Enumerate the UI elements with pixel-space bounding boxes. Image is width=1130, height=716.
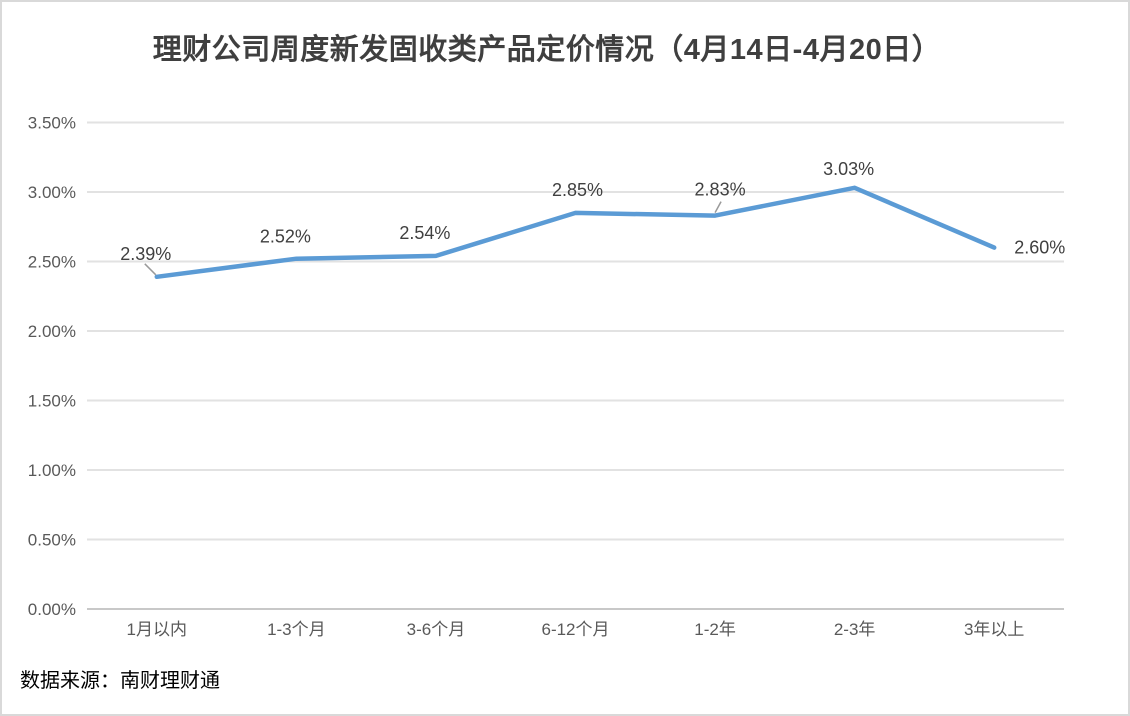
data-point-label: 2.52%	[260, 227, 311, 247]
data-point-label: 2.60%	[1014, 238, 1065, 258]
data-series-line	[154, 185, 997, 280]
x-axis-category-label: 1-2年	[694, 620, 736, 639]
data-point-label: 3.03%	[823, 159, 874, 179]
x-axis-category-label: 1月以内	[127, 620, 187, 639]
data-point-label: 2.39%	[120, 244, 171, 264]
label-leader-line	[144, 263, 157, 276]
y-axis-tick-label: 1.50%	[28, 392, 76, 411]
y-axis-tick-label: 3.50%	[28, 114, 76, 133]
data-point-label: 2.85%	[552, 180, 603, 200]
x-axis-category-label: 1-3个月	[267, 620, 326, 639]
label-leader-line	[714, 201, 722, 213]
x-axis-category-label: 2-3年	[834, 620, 876, 639]
data-point-label: 2.83%	[695, 180, 746, 200]
y-axis-tick-label: 2.00%	[28, 322, 76, 341]
data-source: 数据来源：南财理财通	[20, 670, 220, 692]
chart-title: 理财公司周度新发固收类产品定价情况（4月14日-4月20日）	[152, 34, 942, 66]
y-axis-tick-label: 2.50%	[28, 253, 76, 272]
x-axis-category-label: 3-6个月	[407, 620, 466, 639]
x-axis-category-label: 6-12个月	[541, 620, 609, 639]
y-axis-tick-label: 3.00%	[28, 183, 76, 202]
data-point-label: 2.54%	[399, 223, 450, 243]
y-axis-tick-label: 0.50%	[28, 531, 76, 550]
y-axis-tick-label: 0.00%	[28, 600, 76, 619]
x-axis-category-label: 3年以上	[964, 620, 1024, 639]
y-axis-tick-label: 1.00%	[28, 461, 76, 480]
